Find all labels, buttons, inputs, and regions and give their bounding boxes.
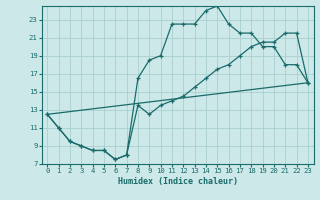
- X-axis label: Humidex (Indice chaleur): Humidex (Indice chaleur): [118, 177, 237, 186]
